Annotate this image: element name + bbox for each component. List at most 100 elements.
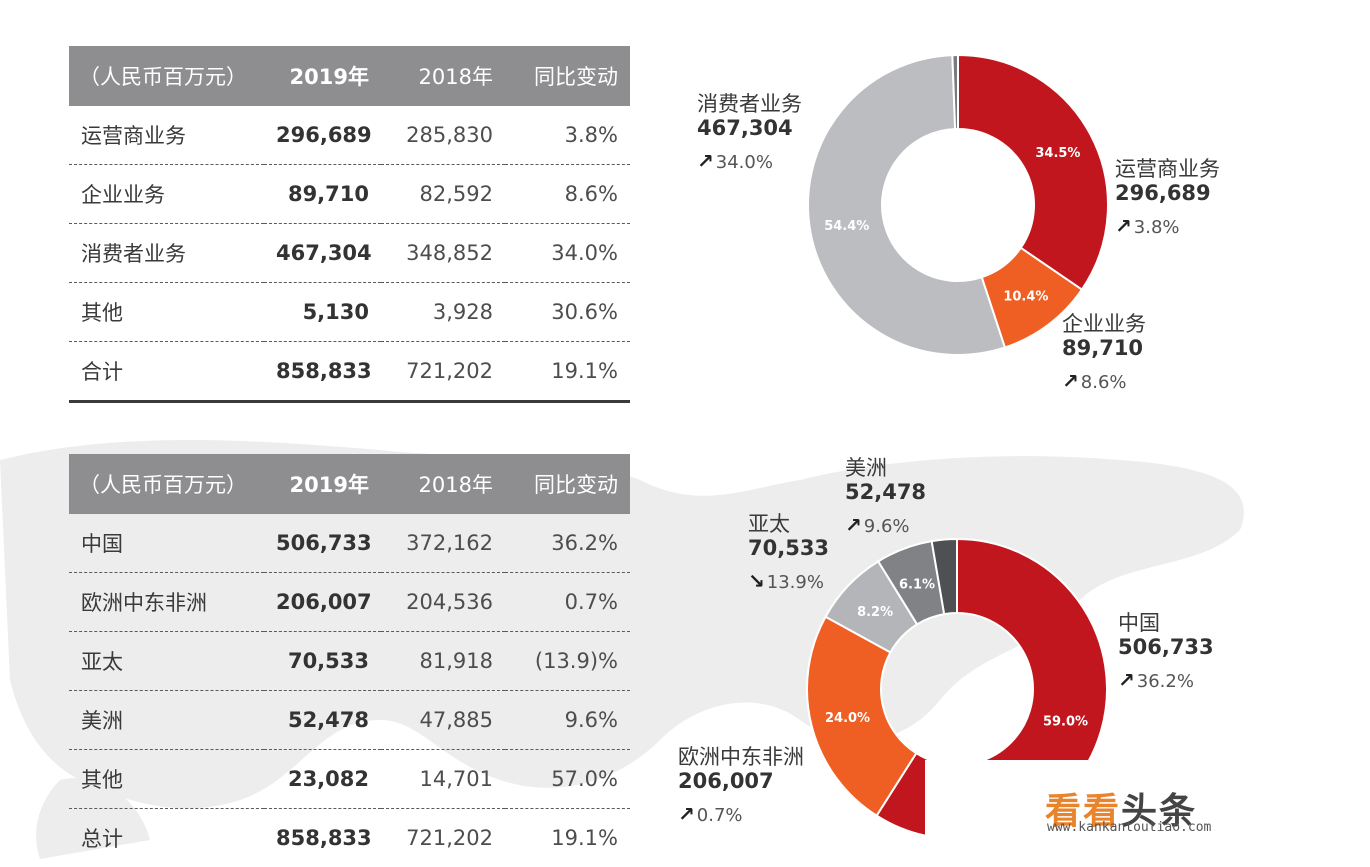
callout-value: 467,304 xyxy=(697,116,802,140)
row-label: 运营商业务 xyxy=(69,106,264,165)
callout-change: 13.9% xyxy=(767,572,824,593)
value-2018: 721,202 xyxy=(381,809,505,867)
table-row: 其他 23,082 14,701 57.0% xyxy=(69,750,630,809)
callout-apac: 亚太 70,533 ↘13.9% xyxy=(748,512,829,594)
callout-change: 9.6% xyxy=(864,516,910,537)
callout-change: 36.2% xyxy=(1137,671,1194,692)
table-row: 消费者业务 467,304 348,852 34.0% xyxy=(69,224,630,283)
value-2018: 204,536 xyxy=(381,573,505,632)
table-total-row: 总计 858,833 721,202 19.1% xyxy=(69,809,630,867)
table-row: 欧洲中东非洲 206,007 204,536 0.7% xyxy=(69,573,630,632)
donut-slice xyxy=(958,55,1108,290)
row-label: 其他 xyxy=(69,750,264,809)
callout-change: 34.0% xyxy=(716,152,773,173)
callout-value: 506,733 xyxy=(1118,635,1214,659)
slice-label: 24.0% xyxy=(825,711,870,726)
callout-name: 中国 xyxy=(1118,611,1214,635)
table-row: 美洲 52,478 47,885 9.6% xyxy=(69,691,630,750)
row-label: 合计 xyxy=(69,342,264,402)
watermark-url: www.kankantoutiao.com xyxy=(1047,820,1211,835)
row-label: 企业业务 xyxy=(69,165,264,224)
value-change: 57.0% xyxy=(505,750,630,809)
value-change: 0.7% xyxy=(505,573,630,632)
arrow-up-right-icon: ↗ xyxy=(1115,215,1132,238)
value-2019: 52,478 xyxy=(264,691,381,750)
value-2018: 721,202 xyxy=(381,342,505,402)
row-label: 消费者业务 xyxy=(69,224,264,283)
value-2019: 296,689 xyxy=(264,106,381,165)
region-table: （人民币百万元） 2019年 2018年 同比变动 中国 506,733 372… xyxy=(69,454,630,867)
value-change: 8.6% xyxy=(505,165,630,224)
arrow-up-right-icon: ↗ xyxy=(845,514,862,537)
callout-name: 消费者业务 xyxy=(697,92,802,116)
callout-consumer: 消费者业务 467,304 ↗34.0% xyxy=(697,92,802,174)
callout-value: 296,689 xyxy=(1115,181,1220,205)
header-2019: 2019年 xyxy=(264,454,381,514)
callout-change: 8.6% xyxy=(1081,372,1127,393)
callout-value: 70,533 xyxy=(748,536,829,560)
header-2018: 2018年 xyxy=(381,454,505,514)
value-change: 30.6% xyxy=(505,283,630,342)
row-label: 美洲 xyxy=(69,691,264,750)
value-2019: 506,733 xyxy=(264,514,381,573)
callout-value: 206,007 xyxy=(678,769,804,793)
arrow-up-right-icon: ↗ xyxy=(1062,370,1079,393)
arrow-up-right-icon: ↗ xyxy=(697,150,714,173)
row-label: 亚太 xyxy=(69,632,264,691)
slice-label: 34.5% xyxy=(1035,146,1080,161)
value-2019: 467,304 xyxy=(264,224,381,283)
row-label: 欧洲中东非洲 xyxy=(69,573,264,632)
callout-china: 中国 506,733 ↗36.2% xyxy=(1118,611,1214,693)
table-row: 运营商业务 296,689 285,830 3.8% xyxy=(69,106,630,165)
value-change: (13.9)% xyxy=(505,632,630,691)
callout-change: 0.7% xyxy=(697,805,743,826)
value-2019: 89,710 xyxy=(264,165,381,224)
value-change: 36.2% xyxy=(505,514,630,573)
slice-label: 54.4% xyxy=(824,219,869,234)
row-label: 中国 xyxy=(69,514,264,573)
value-2018: 348,852 xyxy=(381,224,505,283)
callout-carrier: 运营商业务 296,689 ↗3.8% xyxy=(1115,157,1220,239)
callout-emea: 欧洲中东非洲 206,007 ↗0.7% xyxy=(678,745,804,827)
header-yoy-change: 同比变动 xyxy=(505,46,630,106)
value-2019: 23,082 xyxy=(264,750,381,809)
callout-name: 美洲 xyxy=(845,456,926,480)
value-2018: 47,885 xyxy=(381,691,505,750)
table-total-row: 合计 858,833 721,202 19.1% xyxy=(69,342,630,402)
value-change: 9.6% xyxy=(505,691,630,750)
table-row: 亚太 70,533 81,918 (13.9)% xyxy=(69,632,630,691)
value-2018: 372,162 xyxy=(381,514,505,573)
table-row: 其他 5,130 3,928 30.6% xyxy=(69,283,630,342)
slice-label: 10.4% xyxy=(1003,289,1048,304)
business-segment-table: （人民币百万元） 2019年 2018年 同比变动 运营商业务 296,689 … xyxy=(69,46,630,403)
table-row: 中国 506,733 372,162 36.2% xyxy=(69,514,630,573)
callout-value: 89,710 xyxy=(1062,336,1146,360)
row-label: 其他 xyxy=(69,283,264,342)
value-2018: 82,592 xyxy=(381,165,505,224)
value-2018: 81,918 xyxy=(381,632,505,691)
table-row: 企业业务 89,710 82,592 8.6% xyxy=(69,165,630,224)
value-2018: 285,830 xyxy=(381,106,505,165)
value-2018: 14,701 xyxy=(381,750,505,809)
header-2019: 2019年 xyxy=(264,46,381,106)
slice-label: 59.0% xyxy=(1043,715,1088,730)
header-unit: （人民币百万元） xyxy=(69,46,264,106)
slice-label: 6.1% xyxy=(899,577,935,592)
value-change: 34.0% xyxy=(505,224,630,283)
callout-name: 欧洲中东非洲 xyxy=(678,745,804,769)
value-2019: 858,833 xyxy=(264,809,381,867)
value-change: 3.8% xyxy=(505,106,630,165)
value-2019: 206,007 xyxy=(264,573,381,632)
value-2019: 5,130 xyxy=(264,283,381,342)
callout-change: 3.8% xyxy=(1134,217,1180,238)
slice-label: 8.2% xyxy=(857,605,893,620)
value-change: 19.1% xyxy=(505,809,630,867)
callout-name: 运营商业务 xyxy=(1115,157,1220,181)
row-label: 总计 xyxy=(69,809,264,867)
callout-americas: 美洲 52,478 ↗9.6% xyxy=(845,456,926,538)
table-header-row: （人民币百万元） 2019年 2018年 同比变动 xyxy=(69,454,630,514)
arrow-down-right-icon: ↘ xyxy=(748,570,765,593)
arrow-up-right-icon: ↗ xyxy=(1118,669,1135,692)
table-header-row: （人民币百万元） 2019年 2018年 同比变动 xyxy=(69,46,630,106)
value-change: 19.1% xyxy=(505,342,630,402)
